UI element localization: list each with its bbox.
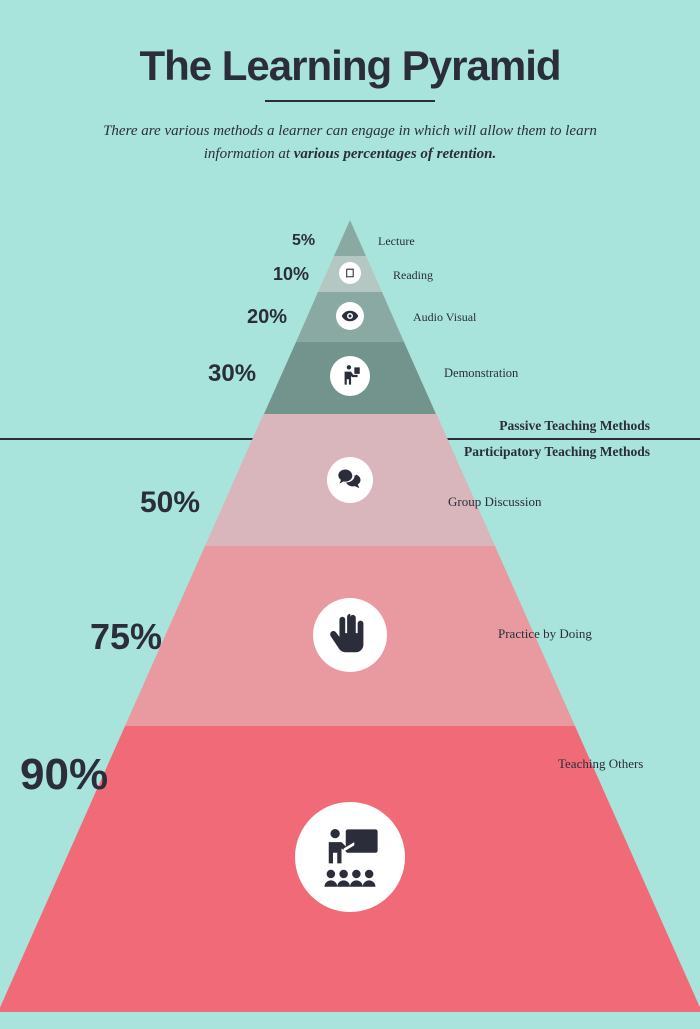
pyramid-container: 5% Lecture 10% Reading 20% Audio Visual … — [0, 220, 700, 1010]
pct-demonstration: 30% — [208, 360, 256, 388]
label-reading: Reading — [393, 268, 433, 283]
pct-discussion: 50% — [140, 486, 200, 520]
presenter-icon — [330, 356, 370, 396]
page-title: The Learning Pyramid — [0, 42, 700, 90]
subtitle: There are various methods a learner can … — [70, 120, 630, 165]
section-passive-label: Passive Teaching Methods — [499, 418, 650, 434]
pct-practice: 75% — [90, 616, 162, 658]
pct-lecture: 5% — [292, 232, 315, 250]
pct-audiovisual: 20% — [247, 306, 287, 329]
pct-reading: 10% — [273, 264, 309, 285]
book-icon — [339, 262, 361, 284]
teaching-icon — [295, 802, 405, 912]
title-underline — [265, 100, 435, 102]
label-discussion: Group Discussion — [448, 494, 542, 510]
eye-icon — [336, 302, 364, 330]
label-lecture: Lecture — [378, 234, 415, 249]
hand-icon — [313, 598, 387, 672]
layer-lecture — [334, 220, 366, 256]
label-demonstration: Demonstration — [444, 366, 518, 381]
pct-teaching: 90% — [20, 750, 108, 800]
label-audiovisual: Audio Visual — [413, 310, 476, 325]
label-teaching: Teaching Others — [558, 756, 643, 772]
label-practice: Practice by Doing — [498, 626, 592, 642]
subtitle-bold: various percentages of retention. — [294, 146, 497, 162]
chat-icon — [327, 457, 373, 503]
